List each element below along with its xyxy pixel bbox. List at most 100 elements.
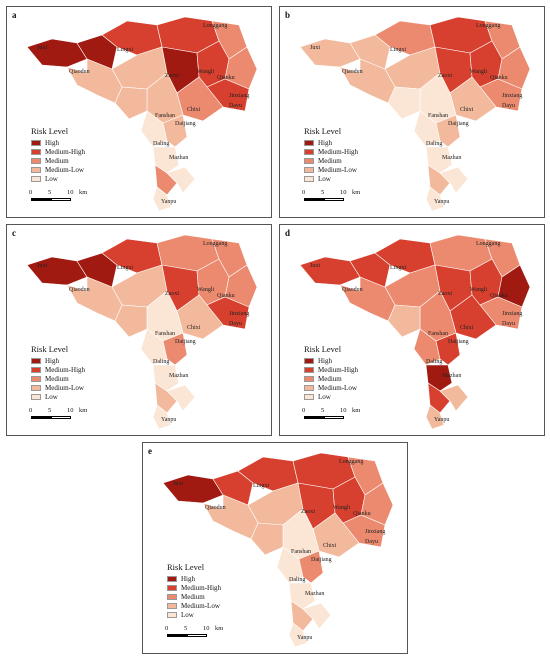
place-label: Dayu (229, 321, 242, 327)
legend-swatch (304, 175, 314, 182)
legend-item: Medium (31, 156, 85, 165)
map-region (439, 166, 469, 194)
scale-tick-0: 0 (29, 407, 33, 414)
place-label: Chixi (323, 543, 337, 549)
place-label: Qianku (353, 511, 371, 517)
map-panel-c: c Juxi Qiaodun Lingxi Longgang Zaoxi Wangli Qia… (6, 224, 272, 436)
legend-title: Risk Level (31, 126, 69, 136)
legend-item: High (167, 574, 221, 583)
legend-swatch (304, 157, 314, 164)
risk-map: Juxi Qiaodun Lingxi Longgang Zaoxi WangliQian… (26, 16, 258, 212)
place-label: Wangli (470, 287, 488, 293)
place-label: Lingxi (253, 483, 269, 489)
map-panel-b: b Juxi Qiaodun Lingxi Longgang Zaoxi Wangli Qia… (279, 6, 545, 218)
place-label: Fanshan (428, 113, 448, 119)
map-region (224, 46, 258, 90)
place-label: Daling (153, 359, 169, 365)
legend-item: Medium (304, 374, 358, 383)
map-region (479, 296, 523, 330)
legend-label: Medium-Low (318, 383, 357, 392)
scale-bar (304, 416, 344, 419)
scale-unit: km (352, 407, 361, 414)
place-label: Zaoxi (301, 509, 315, 515)
map-region (435, 332, 461, 366)
legend-swatch (31, 175, 41, 182)
legend-swatch (304, 384, 314, 391)
place-label: Daling (426, 359, 442, 365)
map-region (290, 600, 314, 632)
map-region (413, 110, 441, 148)
map-region (298, 550, 324, 584)
legend-item: Medium-High (31, 365, 85, 374)
map-region (479, 78, 523, 112)
risk-map: Juxi Qiaodun Lingxi Longgang Zaoxi WangliQian… (299, 16, 531, 212)
panel-label: c (12, 228, 16, 238)
place-label: Juxi (310, 45, 320, 51)
map-region (206, 296, 250, 330)
place-label: Dayu (502, 321, 515, 327)
legend-swatch (167, 602, 177, 609)
place-label: Daijiang (448, 339, 469, 345)
panel-label: d (285, 228, 291, 238)
legend-title: Risk Level (167, 562, 205, 572)
panel-label: b (285, 10, 291, 20)
place-label: Yanpu (297, 635, 312, 641)
place-label: Jinxiang (229, 93, 249, 99)
legend-swatch (31, 148, 41, 155)
place-label: Daling (153, 141, 169, 147)
legend-swatch (31, 166, 41, 173)
legend-item: High (31, 138, 85, 147)
scale-bar-group: 0 5 10 km (302, 189, 360, 203)
place-label: Qianku (217, 75, 235, 81)
legend-label: Medium (181, 592, 205, 601)
map-region (425, 146, 453, 174)
scale-bar (167, 634, 207, 637)
legend-item: Medium-Low (167, 601, 221, 610)
map-region (202, 494, 259, 540)
place-label: Longgang (339, 459, 363, 465)
legend: Risk Level High Medium-High Medium Mediu… (31, 344, 85, 401)
legend-title: Risk Level (304, 126, 342, 136)
legend-label: Low (318, 174, 331, 183)
map-region (425, 364, 453, 392)
map-region (497, 264, 531, 308)
legend-swatch (304, 357, 314, 364)
legend-item: Medium-High (304, 365, 358, 374)
map-region (302, 602, 332, 630)
place-label: Zaoxi (438, 73, 452, 79)
place-label: Yanpu (161, 199, 176, 205)
legend-item: High (304, 356, 358, 365)
place-label: Mazhan (305, 591, 324, 597)
legend-item: Medium-High (304, 147, 358, 156)
legend-item: Medium (31, 374, 85, 383)
legend-swatch (167, 611, 177, 618)
place-label: Qiaodun (342, 69, 363, 75)
legend: Risk Level High Medium-High Medium Mediu… (31, 126, 85, 183)
map-panel-e: e Juxi Qiaodun Lingxi Longgang Zaoxi Wangli Qia… (142, 442, 408, 654)
place-label: Jinxiang (365, 529, 385, 535)
place-label: Longgang (203, 23, 227, 29)
risk-map: Juxi Qiaodun Lingxi Longgang Zaoxi WangliQian… (26, 234, 258, 430)
legend-label: High (181, 574, 195, 583)
legend-label: Medium (45, 156, 69, 165)
scale-bar-group: 0 5 10 km (302, 407, 360, 421)
place-label: Fanshan (291, 549, 311, 555)
panel-label: a (12, 10, 17, 20)
scale-bar (304, 198, 344, 201)
place-label: Fanshan (428, 331, 448, 337)
place-label: Daijiang (175, 121, 196, 127)
legend-item: Low (167, 610, 221, 619)
legend-swatch (304, 166, 314, 173)
place-label: Yanpu (434, 199, 449, 205)
scale-tick-10: 10 (340, 189, 347, 196)
legend-label: High (318, 138, 332, 147)
legend-item: Medium-High (167, 583, 221, 592)
risk-map: Juxi Qiaodun Lingxi Longgang Zaoxi WangliQian… (299, 234, 531, 430)
place-label: Fanshan (155, 113, 175, 119)
legend-swatch (304, 366, 314, 373)
scale-tick-5: 5 (321, 407, 325, 414)
scale-tick-0: 0 (302, 189, 306, 196)
place-label: Daling (289, 577, 305, 583)
place-label: Longgang (203, 241, 227, 247)
place-label: Zaoxi (165, 73, 179, 79)
